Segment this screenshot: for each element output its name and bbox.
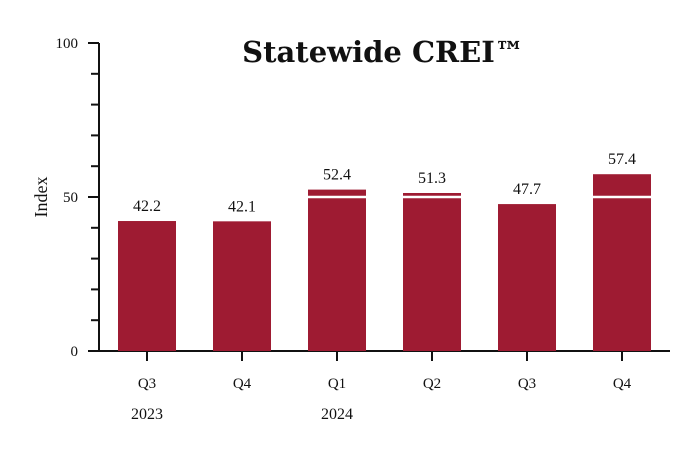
bar <box>308 189 366 351</box>
bar <box>118 221 176 351</box>
x-tick-label: Q1 <box>328 376 346 392</box>
x-year-label: 2024 <box>321 406 353 423</box>
data-label: 52.4 <box>323 167 351 184</box>
y-tick-label: 100 <box>56 36 79 52</box>
bar <box>403 192 461 351</box>
y-axis-label: Index <box>31 177 51 218</box>
x-tick-label: Q3 <box>518 376 536 392</box>
bar <box>498 204 556 351</box>
y-tick-label: 0 <box>71 344 79 360</box>
data-label: 42.2 <box>133 198 161 215</box>
bar <box>593 174 651 351</box>
data-label: 47.7 <box>513 181 541 198</box>
chart-title: Statewide CREI™ <box>242 35 524 69</box>
data-label: 42.1 <box>228 198 256 215</box>
x-tick-label: Q2 <box>423 376 441 392</box>
x-year-label: 2023 <box>131 406 163 423</box>
data-label: 57.4 <box>608 151 636 168</box>
x-tick-label: Q4 <box>613 376 632 392</box>
bar <box>213 221 271 351</box>
plot-area: 0 50 100 42.2 Q3 2023 42.1 Q4 52.4 Q1 2024 51.3 Q2 47… <box>56 36 670 423</box>
x-tick-label: Q4 <box>233 376 252 392</box>
data-label: 51.3 <box>418 170 446 187</box>
x-tick-label: Q3 <box>138 376 156 392</box>
y-tick-label: 50 <box>63 190 78 206</box>
